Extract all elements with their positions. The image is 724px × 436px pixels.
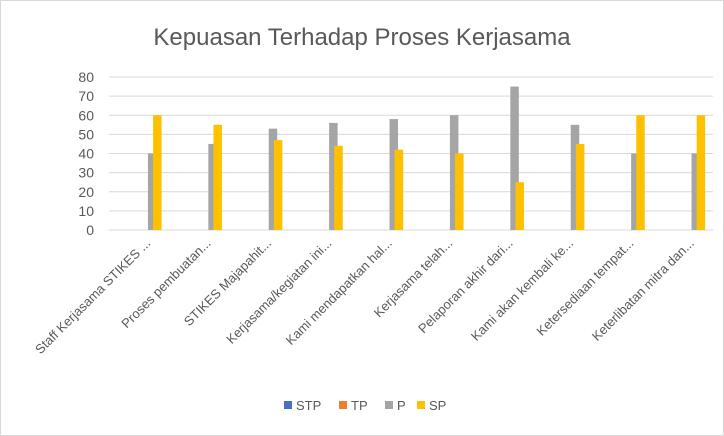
legend: STP TP P SP: [284, 398, 446, 413]
bar-sp: [213, 124, 222, 230]
bar-p: [389, 119, 399, 230]
bar-p: [449, 115, 459, 230]
y-tick-label: 30: [78, 165, 94, 181]
bar-p: [570, 124, 580, 230]
x-category-label: Kami mendapatkan hal...: [283, 236, 395, 348]
y-tick-label: 20: [78, 184, 94, 200]
x-category-label: Keterlibatan mitra dan...: [589, 236, 697, 344]
legend-label: STP: [296, 398, 321, 413]
gridlines: [109, 76, 713, 231]
bar-p: [510, 86, 519, 230]
bar-sp: [273, 140, 283, 230]
bar-sp: [696, 115, 706, 230]
x-category-label: Kami akan kembali ke...: [468, 236, 576, 344]
x-category-label: Kerjasama/kegiatan ini...: [223, 236, 334, 347]
x-category-label: Staff Kerjasama STIKES ...: [32, 236, 153, 357]
y-tick-label: 0: [86, 222, 94, 238]
legend-label: P: [397, 398, 406, 413]
bar-sp: [575, 143, 585, 230]
bar-p: [631, 153, 640, 230]
legend-swatch-stp: [284, 401, 292, 409]
x-axis-labels: Staff Kerjasama STIKES ...Proses pembuat…: [32, 236, 697, 357]
legend-label: TP: [351, 398, 368, 413]
chart-title: Kepuasan Terhadap Proses Kerjasama: [153, 24, 571, 51]
y-tick-label: 80: [78, 69, 94, 85]
bar-p: [147, 153, 157, 230]
y-axis-ticks: 0 10 20 30 40 50 60 70 80: [78, 69, 94, 238]
legend-label: SP: [429, 398, 446, 413]
bar-sp: [455, 153, 464, 230]
y-tick-label: 10: [78, 203, 94, 219]
bar-sp: [153, 115, 162, 230]
bar-p: [691, 153, 701, 230]
bar-sp: [515, 182, 524, 230]
legend-swatch-tp: [339, 401, 347, 409]
y-tick-label: 60: [78, 107, 94, 123]
bar-sp: [334, 145, 343, 230]
bar-sp: [394, 149, 404, 230]
bar-sp: [636, 115, 645, 230]
y-tick-label: 70: [78, 88, 94, 104]
legend-swatch-sp: [417, 401, 425, 409]
legend-swatch-p: [385, 401, 393, 409]
bar-p: [268, 128, 278, 230]
y-tick-label: 40: [78, 146, 94, 162]
bars: [147, 86, 706, 230]
bar-p: [329, 122, 338, 230]
bar-p: [208, 143, 217, 230]
y-tick-label: 50: [78, 126, 94, 142]
